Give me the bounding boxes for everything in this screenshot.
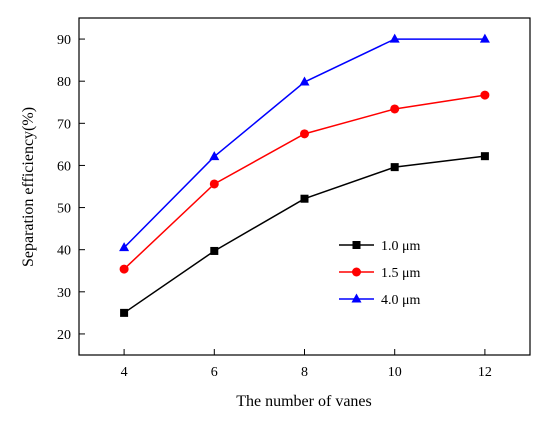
data-point xyxy=(120,308,129,317)
data-point xyxy=(479,33,490,43)
x-axis-title: The number of vanes xyxy=(236,393,372,410)
y-tick-label: 80 xyxy=(57,75,71,90)
series-2 xyxy=(119,90,490,274)
x-tick-label: 8 xyxy=(301,365,308,380)
legend-label: 4.0 μm xyxy=(381,293,421,308)
legend: 1.0 μm 1.5 μm 4.0 μm xyxy=(339,239,421,308)
y-tick-label: 20 xyxy=(57,328,71,343)
data-point xyxy=(389,33,400,43)
legend-label: 1.5 μm xyxy=(381,266,421,281)
data-point xyxy=(300,129,309,139)
series-line xyxy=(123,155,485,314)
data-point xyxy=(390,104,400,114)
y-tick-label: 90 xyxy=(57,33,71,48)
x-tick-label: 12 xyxy=(478,365,492,380)
data-point xyxy=(480,152,489,161)
y-tick-label: 60 xyxy=(57,159,71,174)
data-point xyxy=(299,76,310,86)
y-tick-label: 70 xyxy=(57,117,71,132)
data-point xyxy=(119,264,129,274)
legend-label: 1.0 μm xyxy=(381,239,421,254)
legend-marker xyxy=(352,241,361,249)
series-line xyxy=(123,38,485,249)
x-tick-label: 10 xyxy=(388,365,402,380)
series-line xyxy=(123,94,486,270)
plot-frame xyxy=(78,17,531,356)
series-3 xyxy=(119,33,490,252)
legend-item: 1.5 μm xyxy=(339,266,421,281)
axis-ticks: 4 6 8 10 12 20 30 40 50 60 70 80 90 xyxy=(57,33,492,380)
legend-item: 4.0 μm xyxy=(339,293,421,308)
y-tick-label: 40 xyxy=(57,244,71,259)
x-tick-label: 4 xyxy=(121,365,128,380)
y-tick-label: 50 xyxy=(57,202,71,217)
y-axis-title: Separation efficiency(%) xyxy=(20,107,37,267)
data-point xyxy=(390,163,399,172)
data-point xyxy=(480,90,490,100)
data-point xyxy=(300,194,309,203)
data-point xyxy=(119,242,130,252)
data-point xyxy=(209,151,220,161)
data-point xyxy=(209,179,219,189)
legend-marker xyxy=(351,293,362,303)
series-1 xyxy=(120,152,489,317)
y-tick-label: 30 xyxy=(57,286,71,301)
legend-marker xyxy=(352,267,361,277)
data-point xyxy=(210,246,219,255)
series-layer xyxy=(119,33,490,317)
x-tick-label: 6 xyxy=(211,365,218,380)
legend-item: 1.0 μm xyxy=(339,239,421,254)
